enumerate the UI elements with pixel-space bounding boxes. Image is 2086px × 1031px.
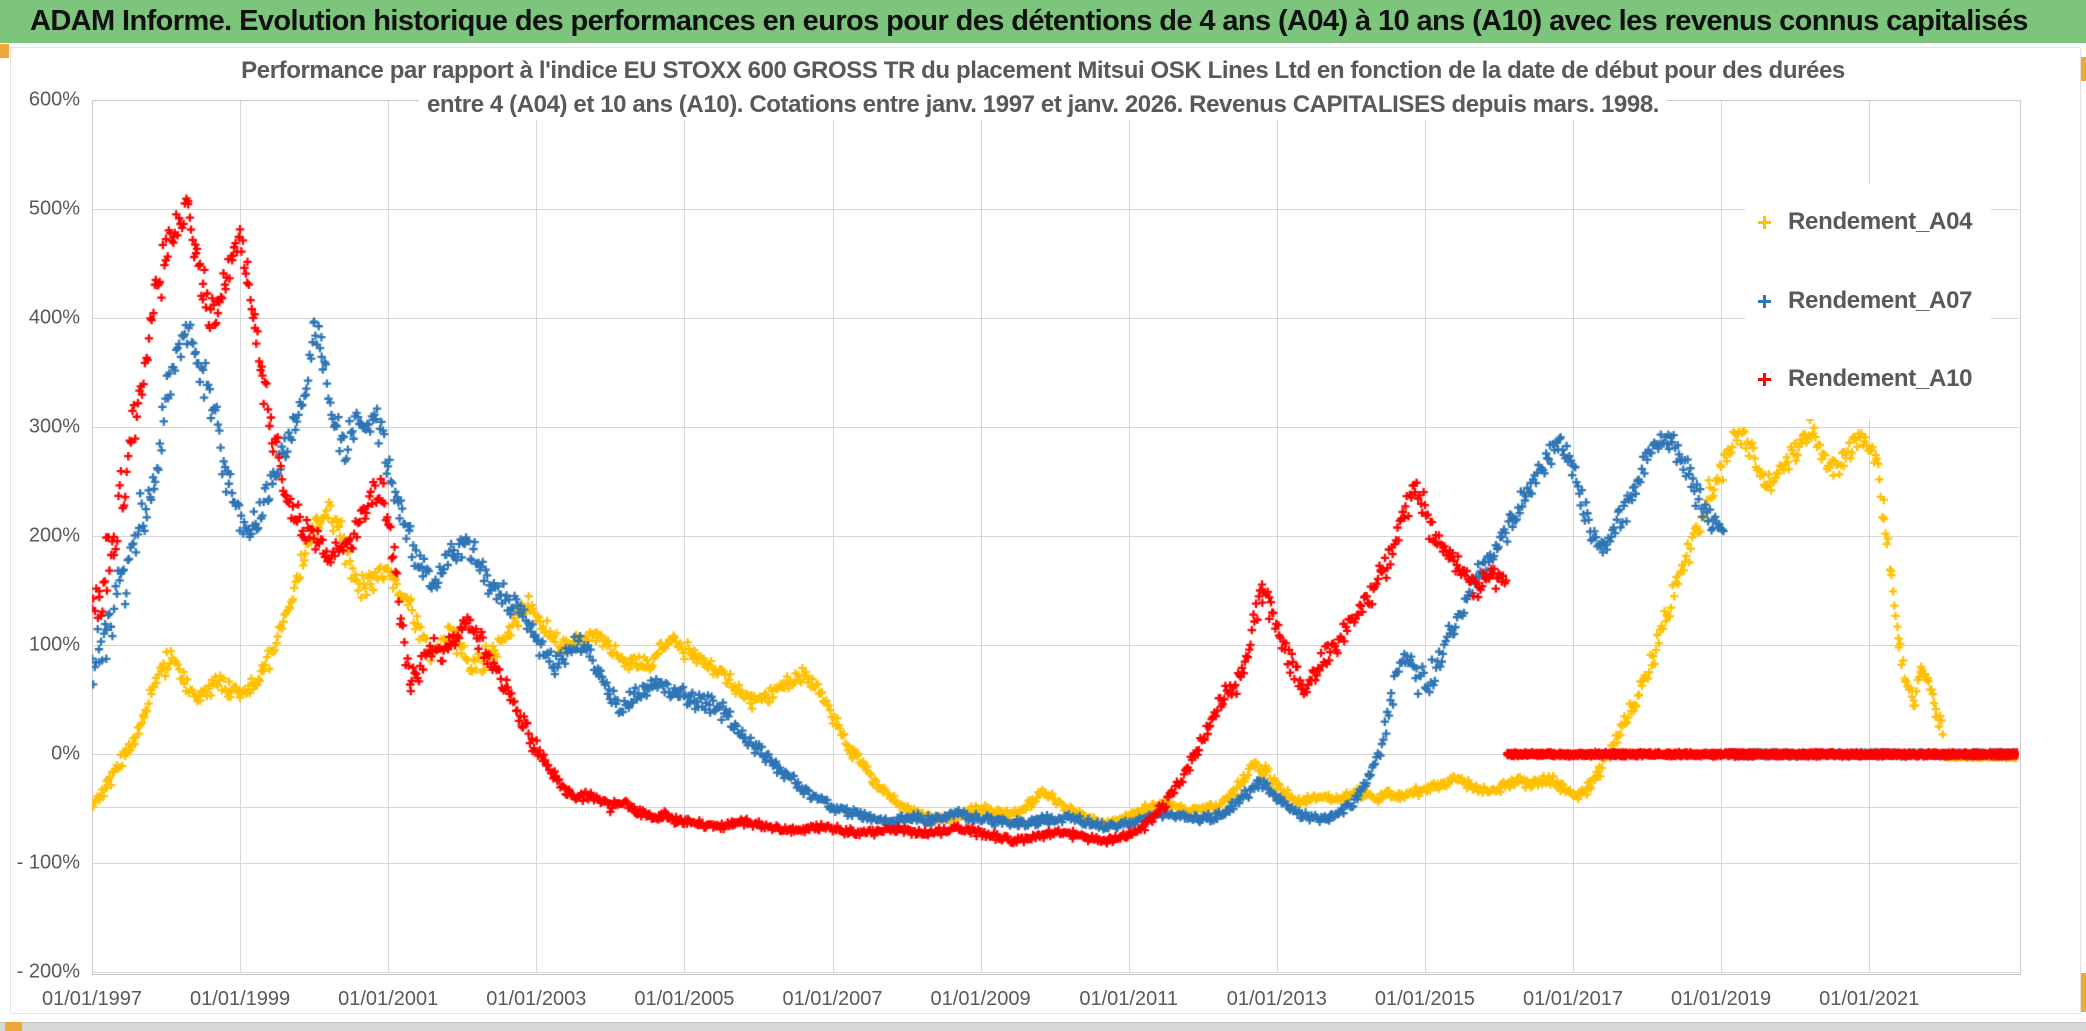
x-axis-tick: 01/01/2011 (1079, 988, 1178, 1010)
y-axis-tick: - 100% (16, 851, 80, 874)
y-axis-tick: 400% (28, 306, 80, 329)
x-axis-tick: 01/01/2015 (1374, 988, 1475, 1010)
plus-marker-icon (1758, 294, 1771, 308)
y-axis-tick: - 200% (16, 960, 80, 983)
y-axis-tick: 100% (28, 633, 80, 656)
x-axis-tick: 01/01/2005 (634, 988, 735, 1010)
plus-marker-icon (1758, 215, 1771, 229)
y-axis-tick: 600% (28, 88, 80, 111)
x-axis-tick: 01/01/2021 (1819, 988, 1920, 1010)
legend-label: Rendement_A07 (1788, 287, 1973, 314)
chart-title-line2: entre 4 (A04) et 10 ans (A10). Cotations… (0, 89, 2086, 120)
x-axis-tick: 01/01/2019 (1671, 988, 1772, 1010)
legend-label: Rendement_A10 (1788, 365, 1973, 392)
y-axis-tick: 300% (28, 415, 80, 438)
x-axis-tick: 01/01/2007 (782, 988, 883, 1010)
legend: Rendement_A04 Rendement_A07 Rendement_A1… (1745, 183, 1991, 419)
y-axis-tick: 200% (28, 524, 80, 547)
x-axis-tick: 01/01/2003 (486, 988, 587, 1010)
y-axis-tick: 0% (51, 742, 80, 765)
plus-marker-icon (1758, 372, 1771, 386)
accent-bottom-left-square (5, 1022, 22, 1031)
legend-item-a07: Rendement_A07 (1757, 286, 1972, 316)
x-axis-tick: 01/01/2001 (338, 988, 439, 1010)
x-axis-tick: 01/01/1999 (190, 988, 291, 1010)
legend-label: Rendement_A04 (1788, 208, 1973, 235)
x-axis-tick: 01/01/1997 (41, 988, 143, 1010)
x-axis-tick: 01/01/2009 (930, 988, 1031, 1010)
legend-item-a10: Rendement_A10 (1757, 364, 1972, 394)
legend-item-a04: Rendement_A04 (1757, 207, 1972, 237)
x-axis-tick: 01/01/2017 (1522, 988, 1624, 1010)
x-axis-tick: 01/01/2013 (1226, 988, 1327, 1010)
bottom-strip (0, 1022, 2086, 1031)
chart-title-line1: Performance par rapport à l'indice EU ST… (0, 55, 2086, 86)
y-axis-tick: 500% (28, 197, 80, 220)
